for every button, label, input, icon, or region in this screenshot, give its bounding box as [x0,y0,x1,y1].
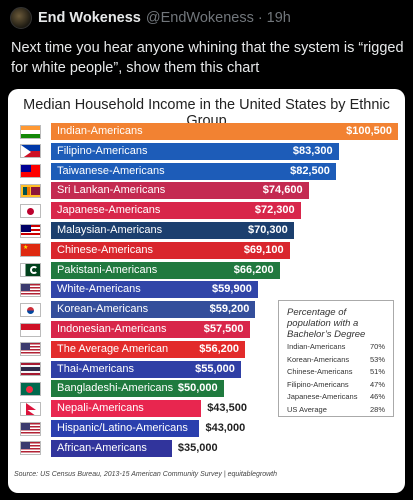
inset-title: Percentage of population with a Bachelor… [287,307,366,340]
bar-indian-americans: Indian-Americans $100,500 [51,123,398,140]
bar-value: $59,200 [209,303,250,316]
inset-row: Korean-Americans 53% [287,354,385,366]
bar-value: $72,300 [254,204,295,217]
flag-icon-china: ★ [20,243,41,258]
bar-thai-americans: Thai-Americans $55,000 [51,360,241,378]
flag-icon-usa [20,421,41,436]
bachelor-degree-inset: Percentage of population with a Bachelor… [278,300,394,417]
inset-percentage: 28% [369,404,385,414]
bar-label: Indian-Americans [57,125,143,137]
bar-korean-americans: Korean-Americans $59,200 [51,301,256,319]
bar-nepali-americans: Nepali-Americans $43,500 [51,400,247,418]
inset-group: US Average [287,404,327,414]
inset-percentage: 53% [369,354,385,364]
bar-label: African-Americans [57,441,147,454]
bar-the-average-american: The Average American $56,200 [51,340,246,358]
avatar[interactable] [10,7,32,29]
bar-label: Taiwanese-Americans [57,164,165,177]
bar-label: Korean-Americans [57,303,149,316]
inset-group: Chinese-Americans [287,367,353,376]
tweet-text: Next time you hear anyone whining that t… [11,40,404,76]
bar-label: White-Americans [57,283,141,296]
bar-label: Bangladeshi-Americans [57,382,174,395]
bar-label: Nepali-Americans [57,402,144,415]
inset-percentage: 70% [369,342,385,351]
bar-sri-lankan-americans: Sri Lankan-Americans $74,600 [51,182,309,200]
tweet-time[interactable]: 19h [266,10,291,26]
bar-label: Hispanic/Latino-Americans [57,422,188,434]
bar-japanese-americans: Japanese-Americans $72,300 [51,202,301,220]
bar-value: $82,500 [290,164,330,177]
inset-group: Filipino-Americans [287,379,349,389]
bar-bangladeshi-americans: Bangladeshi-Americans $50,000 [51,380,224,398]
bar-value: $83,300 [292,144,333,157]
author-name[interactable]: End Wokeness [38,10,141,26]
flag-icon-taiwan [20,164,41,179]
tweet-header: End Wokeness @EndWokeness · 19h [10,6,291,30]
bar-value: $43,000 [205,422,246,434]
inset-row: Indian-Americans 70% [287,341,385,353]
bar-label: Chinese-Americans [57,243,153,256]
inset-row: US Average 28% [287,404,385,416]
separator: · [257,10,263,26]
flag-icon-nepal [20,401,41,416]
bar-label: Japanese-Americans [57,204,161,217]
flag-icon-indonesia [20,322,41,337]
chart-image[interactable]: Median Household Income in the United St… [8,89,405,493]
inset-group: Korean-Americans [287,354,350,364]
bar-label: The Average American [57,342,169,355]
bar-value: $74,600 [262,184,303,197]
bar-value: $59,900 [212,283,252,296]
bar-taiwanese-americans: Taiwanese-Americans $82,500 [51,162,336,180]
bar-value: $70,300 [247,224,288,236]
inset-group: Indian-Americans [287,342,346,351]
flag-icon-south-korea [20,302,41,317]
bar-malaysian-americans: Malaysian-Americans $70,300 [51,222,294,239]
inset-row: Filipino-Americans 47% [287,379,385,391]
bar-label: Malaysian-Americans [57,224,163,236]
bar-value: $56,200 [199,342,240,355]
bar-label: Sri Lankan-Americans [57,184,166,197]
flag-icon-usa [20,282,41,297]
bar-value: $43,500 [207,402,247,415]
bar-value: $50,000 [177,382,218,395]
bar-value: $55,000 [195,362,235,375]
inset-percentage: 46% [369,392,385,401]
flag-icon-usa [20,342,41,357]
bar-hispanic-latino-americans: Hispanic/Latino-Americans $43,000 [51,420,245,437]
bar-value: $66,200 [233,263,274,276]
flag-icon-philippines [20,144,41,159]
bar-chinese-americans: Chinese-Americans $69,100 [51,241,290,259]
chart-source: Source: US Census Bureau, 2013-15 Americ… [14,471,278,478]
bar-label: Filipino-Americans [57,144,148,157]
bar-value: $57,500 [203,323,244,335]
flag-icon-malaysia [20,223,41,238]
bar-label: Indonesian-Americans [57,323,167,335]
bar-white-americans: White-Americans $59,900 [51,281,258,299]
inset-group: Japanese-Americans [287,392,358,401]
bar-value: $100,500 [346,125,392,137]
inset-percentage: 51% [369,367,385,376]
bar-value: $69,100 [243,243,284,256]
flag-icon-bangladesh [20,381,41,396]
bar-value: $35,000 [177,441,218,454]
bar-pakistani-americans: Pakistani-Americans $66,200 [51,261,280,279]
flag-icon-india [20,124,41,139]
bar-indonesian-americans: Indonesian-Americans $57,500 [51,321,250,338]
inset-row: Chinese-Americans 51% [287,366,385,378]
flag-icon-pakistan [20,263,41,278]
inset-row: Japanese-Americans 46% [287,391,385,403]
inset-percentage: 47% [369,379,385,389]
flag-icon-sri-lanka [20,183,41,198]
bar-african-americans: African-Americans $35,000 [51,439,218,457]
bar-label: Pakistani-Americans [57,263,158,276]
bar-label: Thai-Americans [57,362,135,375]
flag-icon-usa [20,441,41,456]
flag-icon-japan [20,203,41,218]
bar-filipino-americans: Filipino-Americans $83,300 [51,142,339,160]
flag-icon-thailand [20,362,41,377]
author-handle[interactable]: @EndWokeness [145,10,254,26]
